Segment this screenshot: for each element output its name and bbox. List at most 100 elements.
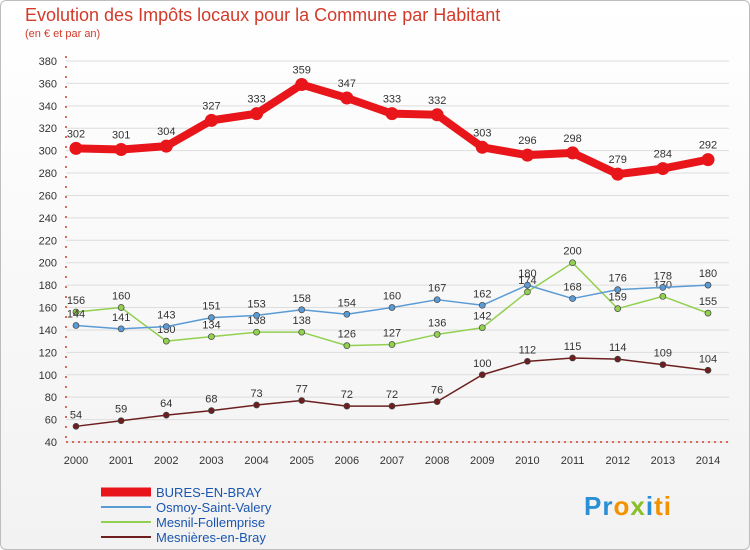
x-tick-label: 2009 xyxy=(470,455,494,467)
x-tick-label: 2008 xyxy=(425,455,449,467)
data-label: 298 xyxy=(563,133,581,145)
data-point xyxy=(343,342,351,349)
data-label: 144 xyxy=(67,308,85,320)
proxiti-logo: Proxiti xyxy=(584,491,672,521)
data-label: 151 xyxy=(202,301,220,313)
data-label: 100 xyxy=(473,358,491,370)
data-label: 76 xyxy=(431,385,443,397)
data-point xyxy=(253,328,260,336)
data-point xyxy=(117,304,125,311)
data-point xyxy=(566,146,580,160)
data-label: 158 xyxy=(293,293,311,305)
data-point xyxy=(614,305,622,312)
data-label: 143 xyxy=(157,310,175,322)
y-tick-label: 60 xyxy=(45,415,57,427)
data-point xyxy=(343,402,351,410)
data-point xyxy=(524,288,531,296)
data-label: 59 xyxy=(115,404,127,416)
data-label: 160 xyxy=(112,291,130,303)
data-point xyxy=(159,139,173,153)
data-point xyxy=(704,309,712,317)
data-point xyxy=(385,107,399,121)
data-label: 159 xyxy=(609,292,627,304)
data-point xyxy=(704,281,712,289)
data-label: 160 xyxy=(383,291,401,303)
data-label: 302 xyxy=(67,128,85,140)
data-label: 72 xyxy=(386,389,398,401)
data-label: 200 xyxy=(563,246,581,258)
data-point xyxy=(430,108,444,122)
x-tick-label: 2014 xyxy=(696,455,720,467)
y-tick-label: 340 xyxy=(39,101,57,113)
data-point xyxy=(72,322,80,329)
data-point xyxy=(340,91,354,105)
data-label: 112 xyxy=(519,344,537,356)
y-tick-label: 140 xyxy=(39,325,57,337)
x-tick-label: 2012 xyxy=(605,455,629,467)
data-point xyxy=(659,284,667,291)
y-tick-label: 300 xyxy=(39,146,57,158)
data-point xyxy=(253,312,260,319)
data-point xyxy=(659,361,667,369)
legend-label: BURES-EN-BRAY xyxy=(156,485,262,500)
x-tick-label: 2004 xyxy=(244,455,268,467)
x-tick-label: 2006 xyxy=(335,455,359,467)
data-point xyxy=(295,78,309,92)
data-label: 126 xyxy=(338,329,356,341)
y-tick-label: 120 xyxy=(39,347,57,359)
data-label: 167 xyxy=(428,283,446,295)
data-point xyxy=(298,397,306,404)
chart-subtitle: (en € et par an) xyxy=(25,28,101,40)
data-point xyxy=(162,337,170,345)
data-label: 115 xyxy=(564,341,582,353)
data-point xyxy=(388,341,396,348)
data-point xyxy=(704,366,712,374)
data-label: 72 xyxy=(341,389,353,401)
data-label: 333 xyxy=(247,94,265,106)
data-point xyxy=(69,141,83,155)
data-label: 64 xyxy=(160,398,172,410)
data-label: 359 xyxy=(293,65,311,77)
data-label: 153 xyxy=(247,298,265,310)
data-point xyxy=(614,286,622,293)
data-label: 284 xyxy=(654,149,672,161)
data-point xyxy=(614,355,622,363)
data-label: 77 xyxy=(296,384,308,396)
data-point xyxy=(253,401,260,409)
x-tick-label: 2002 xyxy=(154,455,178,467)
data-point xyxy=(478,371,486,379)
data-point xyxy=(162,323,170,330)
data-label: 73 xyxy=(250,388,262,400)
y-tick-label: 240 xyxy=(39,213,57,225)
y-tick-label: 260 xyxy=(39,190,57,202)
data-point xyxy=(701,153,715,167)
data-point xyxy=(204,113,218,127)
y-tick-label: 160 xyxy=(39,303,57,315)
data-point xyxy=(388,304,396,311)
data-label: 162 xyxy=(473,288,491,300)
data-label: 138 xyxy=(247,315,265,327)
data-label: 174 xyxy=(518,275,536,287)
y-tick-label: 100 xyxy=(39,370,57,382)
legend-label: Mesnières-en-Bray xyxy=(156,530,266,545)
data-label: 332 xyxy=(428,95,446,107)
y-tick-label: 220 xyxy=(39,235,57,247)
data-label: 180 xyxy=(518,268,536,280)
data-label: 301 xyxy=(112,130,130,142)
data-point xyxy=(208,314,215,321)
x-tick-label: 2001 xyxy=(109,455,133,467)
data-label: 136 xyxy=(428,317,446,329)
data-point xyxy=(569,295,576,302)
x-tick-label: 2011 xyxy=(561,455,585,467)
y-tick-label: 40 xyxy=(45,437,57,449)
data-point xyxy=(388,402,396,410)
data-label: 68 xyxy=(205,394,217,406)
x-tick-label: 2013 xyxy=(651,455,675,467)
data-point xyxy=(524,357,531,365)
data-label: 155 xyxy=(699,296,717,308)
data-point xyxy=(611,167,625,181)
data-label: 303 xyxy=(473,127,491,139)
y-tick-label: 320 xyxy=(39,123,57,135)
chart-title: Evolution des Impôts locaux pour la Comm… xyxy=(25,5,501,25)
